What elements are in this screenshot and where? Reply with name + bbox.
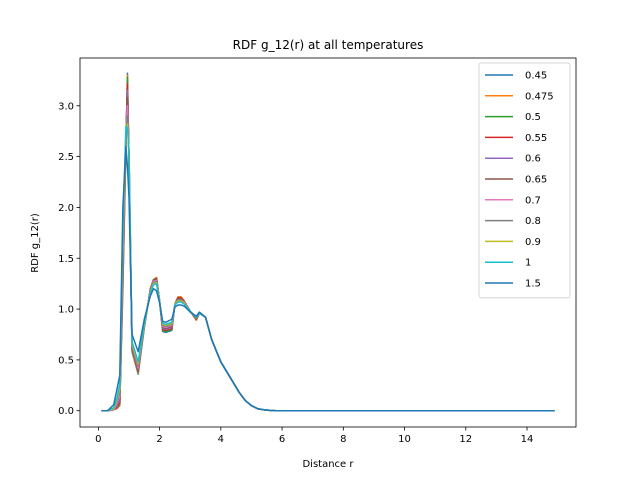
- legend-label: 0.55: [525, 133, 547, 144]
- legend-label: 0.45: [525, 71, 547, 82]
- x-tick-label: 10: [398, 434, 411, 445]
- legend-label: 0.475: [525, 91, 554, 102]
- y-tick-label: 2.0: [58, 203, 74, 214]
- y-axis-label: RDF g_12(r): [30, 213, 41, 273]
- plot-area: [101, 72, 555, 412]
- y-tick-label: 0.0: [58, 406, 74, 417]
- x-tick-label: 2: [156, 434, 162, 445]
- y-tick-label: 0.5: [58, 355, 74, 366]
- x-tick-label: 6: [279, 434, 285, 445]
- y-tick-label: 3.0: [58, 101, 74, 112]
- legend-box: [478, 62, 571, 299]
- x-tick-label: 12: [459, 434, 472, 445]
- y-axis-ticks: 0.0 0.5 1.0 1.5 2.0 2.5 3.0: [58, 101, 80, 417]
- x-tick-label: 8: [340, 434, 346, 445]
- chart-title: RDF g_12(r) at all temperatures: [233, 38, 424, 52]
- legend-label: 1: [525, 258, 531, 269]
- legend-label: 0.6: [525, 154, 541, 165]
- legend-label: 0.9: [525, 237, 541, 248]
- legend-label: 1.5: [525, 279, 541, 290]
- y-tick-label: 2.5: [58, 152, 74, 163]
- x-axis-ticks: 0 2 4 6 8 10 12 14: [95, 427, 533, 445]
- legend: 0.45 0.475 0.5 0.55 0.6 0.65 0.7 0.8 0.9 1 1.5: [478, 62, 571, 299]
- x-tick-label: 0: [95, 434, 101, 445]
- x-axis-label: Distance r: [302, 459, 354, 470]
- y-tick-label: 1.0: [58, 305, 74, 316]
- x-tick-label: 14: [521, 434, 534, 445]
- y-tick-label: 1.5: [58, 254, 74, 265]
- legend-label: 0.65: [525, 175, 547, 186]
- x-tick-label: 4: [218, 434, 224, 445]
- legend-label: 0.8: [525, 216, 541, 227]
- series-line-10: [101, 145, 555, 412]
- axes-frame: [79, 57, 577, 428]
- legend-label: 0.5: [525, 112, 541, 123]
- legend-label: 0.7: [525, 195, 541, 206]
